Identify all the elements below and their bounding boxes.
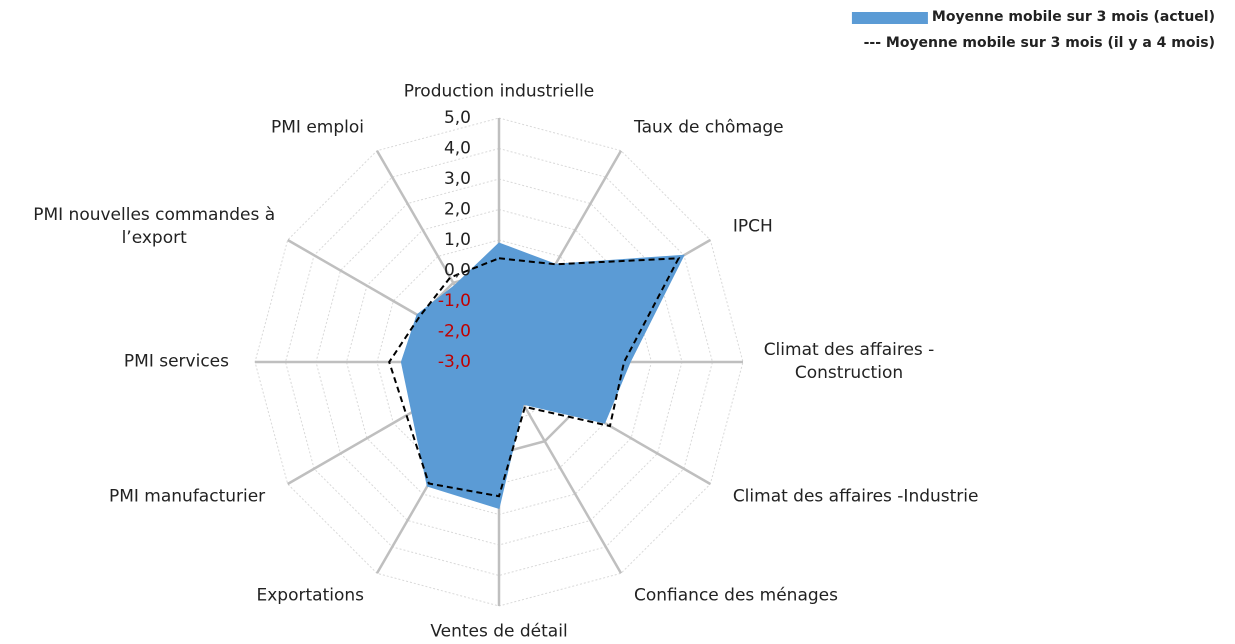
category-label: PMI nouvelles commandes à l’export (33, 205, 276, 248)
y-tick-label: 0,0 (444, 261, 471, 281)
category-label: Confiance des ménages (634, 585, 838, 606)
category-label: Ventes de détail (430, 621, 568, 642)
category-label: Climat des affaires -Industrie (732, 486, 979, 507)
category-label: PMI emploi (271, 117, 364, 138)
y-tick-label: 4,0 (444, 139, 471, 159)
category-label: Exportations (256, 585, 365, 606)
legend-label: Moyenne mobile sur 3 mois (actuel) (931, 9, 1215, 25)
legend-label: --- Moyenne mobile sur 3 mois (il y a 4 … (863, 35, 1215, 51)
y-tick-label: -1,0 (438, 291, 471, 311)
y-tick-label: 1,0 (444, 230, 471, 250)
y-tick-label: -3,0 (438, 352, 471, 372)
legend-swatch (851, 12, 928, 24)
y-tick-label: 3,0 (444, 169, 471, 189)
y-tick-label: 5,0 (444, 108, 471, 128)
category-label: Production industrielle (403, 81, 595, 102)
category-label: PMI services (123, 351, 229, 372)
category-label: IPCH (732, 216, 773, 237)
series-line (388, 257, 681, 498)
y-tick-label: 2,0 (444, 200, 471, 220)
series-area (400, 242, 685, 510)
category-label: PMI manufacturier (108, 486, 266, 507)
category-label: Taux de chômage (634, 117, 784, 138)
category-label: Climat des affaires - Construction (763, 340, 935, 383)
y-tick-label: -2,0 (438, 322, 471, 342)
